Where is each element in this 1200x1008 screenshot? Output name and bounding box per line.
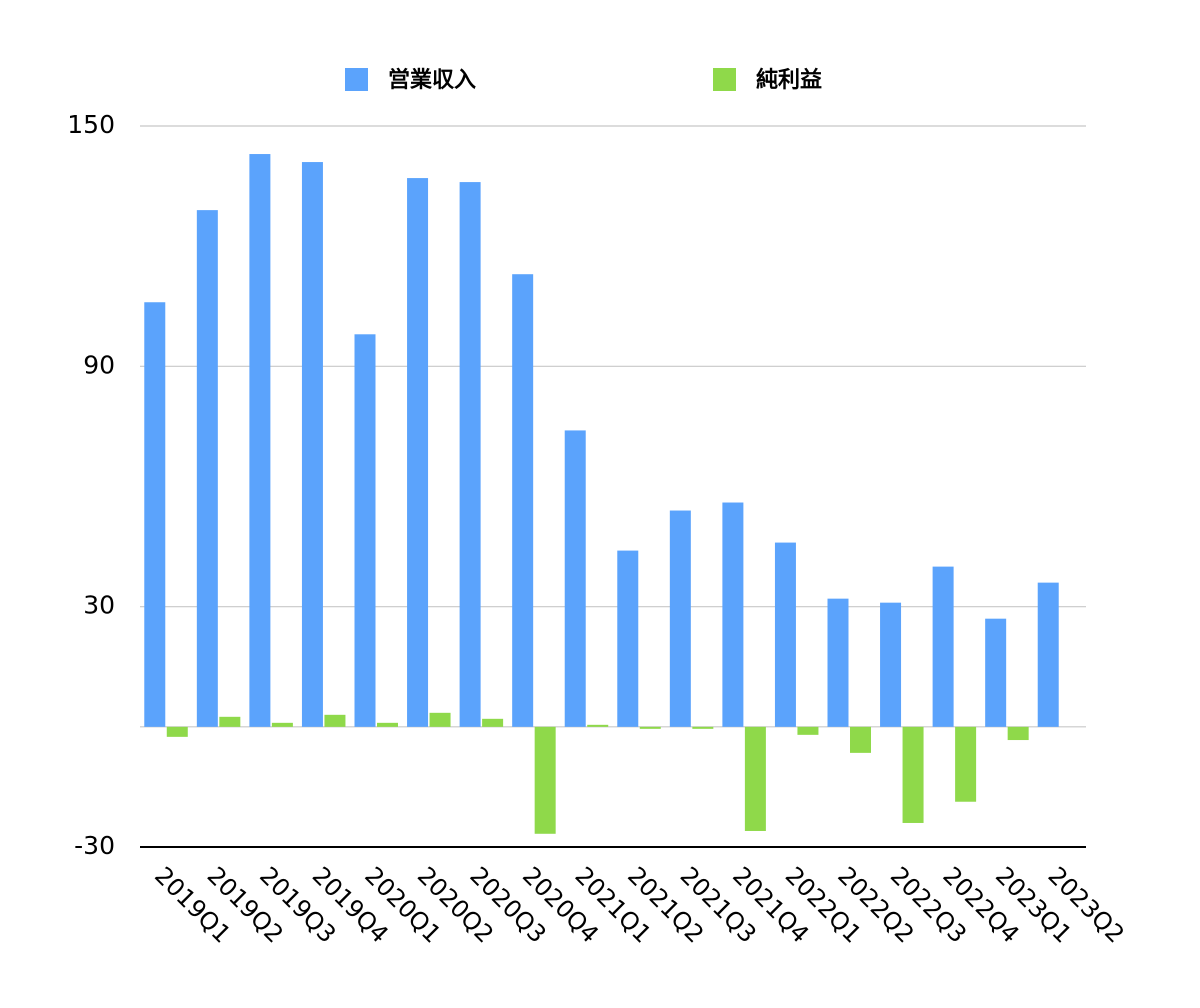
bar xyxy=(482,718,504,727)
legend-label: 営業収入 xyxy=(388,67,476,93)
bar xyxy=(534,726,556,834)
bar xyxy=(196,210,218,727)
legend-swatch xyxy=(713,68,736,91)
bar xyxy=(617,550,639,727)
bar xyxy=(955,726,977,802)
bar xyxy=(1007,726,1029,741)
bar xyxy=(587,724,609,727)
bar xyxy=(166,726,188,737)
bar xyxy=(902,726,924,823)
bar xyxy=(512,274,534,727)
bar xyxy=(324,714,346,727)
bar xyxy=(639,726,661,729)
bar xyxy=(144,302,166,727)
bar xyxy=(827,598,849,727)
bar xyxy=(407,178,429,727)
bar xyxy=(932,566,954,727)
bar xyxy=(692,726,714,729)
bar xyxy=(377,722,398,727)
bar xyxy=(774,542,796,727)
y-tick-label: -30 xyxy=(74,831,115,860)
legend-swatch xyxy=(345,68,368,91)
bar xyxy=(744,726,766,831)
bar xyxy=(985,618,1007,727)
legend-label: 純利益 xyxy=(756,67,822,93)
bar xyxy=(722,502,744,727)
bar xyxy=(301,162,323,727)
y-tick-label: 90 xyxy=(83,350,115,379)
bar xyxy=(850,726,871,753)
bar xyxy=(1037,582,1059,727)
bar xyxy=(880,602,902,727)
y-tick-label: 150 xyxy=(67,110,115,139)
bar xyxy=(797,726,819,735)
bar xyxy=(429,712,451,727)
bar xyxy=(271,722,293,727)
bar xyxy=(459,182,481,727)
bar xyxy=(669,510,691,727)
bar xyxy=(564,430,586,727)
bar xyxy=(249,154,271,727)
bar xyxy=(354,334,376,727)
bar xyxy=(219,716,241,727)
y-tick-label: 30 xyxy=(83,591,115,620)
